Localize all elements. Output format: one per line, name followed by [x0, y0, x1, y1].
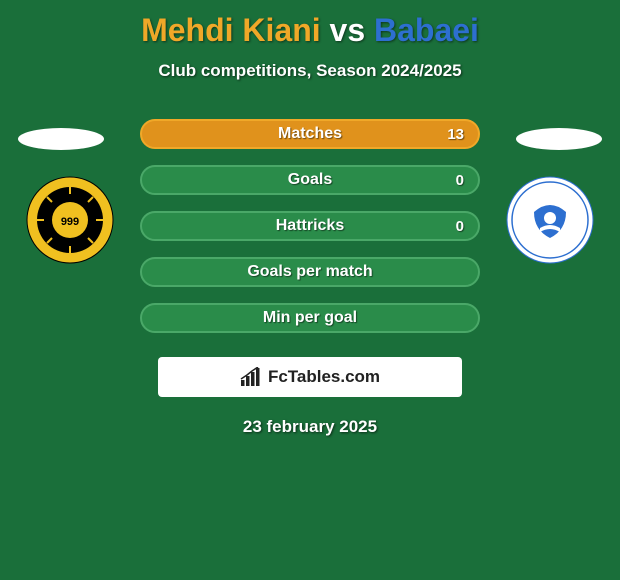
comparison-card: Mehdi Kiani vs Babaei Club competitions,… [0, 0, 620, 580]
vs-label: vs [330, 12, 366, 48]
player1-club-badge: 999 [26, 176, 114, 264]
date-label: 23 february 2025 [0, 417, 620, 437]
stat-value-right: 0 [456, 218, 464, 235]
stat-row: Hattricks 0 [140, 211, 480, 241]
svg-text:999: 999 [61, 216, 79, 228]
subtitle: Club competitions, Season 2024/2025 [0, 61, 620, 81]
stat-label: Matches [278, 125, 342, 143]
stat-value-right: 0 [456, 172, 464, 189]
bar-chart-icon [240, 367, 262, 387]
club-crest-icon: 999 [26, 176, 114, 264]
stat-label: Hattricks [276, 217, 344, 235]
stat-label: Goals per match [247, 263, 372, 281]
watermark-text: FcTables.com [268, 367, 380, 387]
player1-name-slot [18, 128, 104, 150]
stat-row: Matches 13 [140, 119, 480, 149]
stat-row: Goals 0 [140, 165, 480, 195]
stat-row: Goals per match [140, 257, 480, 287]
club-crest-icon [506, 176, 594, 264]
player1-name: Mehdi Kiani [141, 12, 321, 48]
stat-label: Min per goal [263, 309, 357, 327]
stat-value-right: 13 [447, 126, 464, 143]
stat-label: Goals [288, 171, 332, 189]
player2-name-slot [516, 128, 602, 150]
page-title: Mehdi Kiani vs Babaei [0, 0, 620, 49]
player2-name: Babaei [374, 12, 479, 48]
stat-row: Min per goal [140, 303, 480, 333]
watermark: FcTables.com [158, 357, 462, 397]
player2-club-badge [506, 176, 594, 264]
